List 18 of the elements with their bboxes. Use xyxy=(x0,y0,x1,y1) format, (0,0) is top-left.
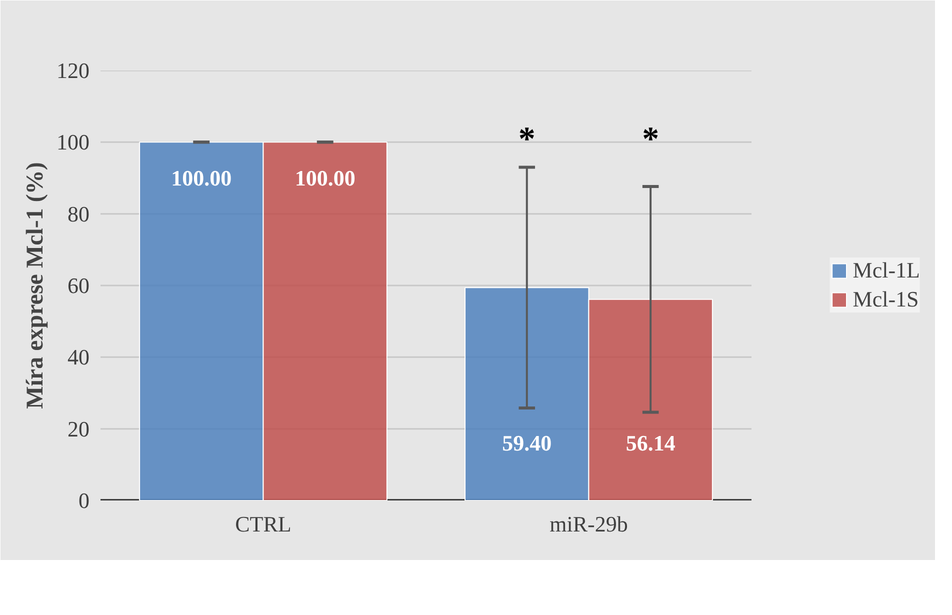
y-tick-label: 60 xyxy=(68,273,90,298)
data-label: 59.40 xyxy=(502,430,552,456)
data-label: 56.14 xyxy=(626,430,676,456)
annotation: * xyxy=(642,120,660,158)
y-tick-label: 40 xyxy=(68,344,90,370)
y-axis-title: Míra exprese Mcl-1 (%) xyxy=(22,162,48,409)
legend-label: Mcl-1L xyxy=(852,258,920,284)
x-tick-label: miR-29b xyxy=(550,512,628,536)
data-label: 100.00 xyxy=(171,166,232,190)
y-tick-label: 100 xyxy=(56,130,90,155)
y-tick-label: 20 xyxy=(68,416,90,442)
data-label: 100.00 xyxy=(294,166,356,190)
annotation: * xyxy=(518,120,536,158)
y-tick-label: 80 xyxy=(68,201,90,226)
legend-label: Mcl-1S xyxy=(852,286,919,312)
y-tick-label: 120 xyxy=(56,58,90,83)
x-tick-label: CTRL xyxy=(235,512,292,536)
y-tick-label: 0 xyxy=(78,488,90,513)
